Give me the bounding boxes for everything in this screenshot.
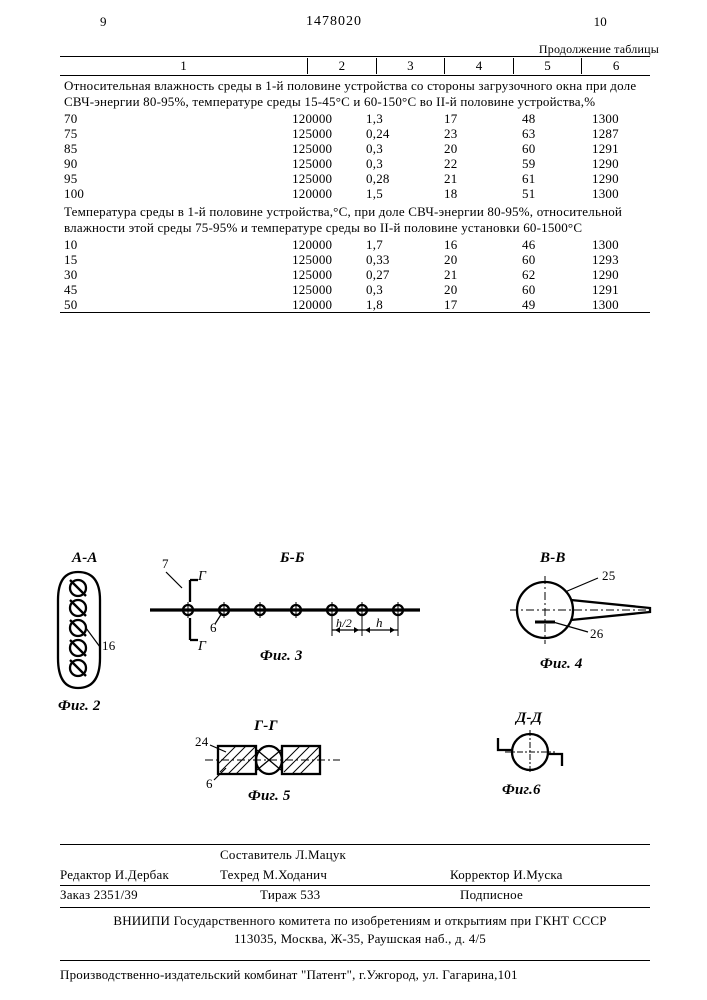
table-row: 751250000,2423631287: [60, 127, 650, 142]
block2-text: Температура среды в 1-й половине устройс…: [60, 202, 650, 238]
address-line1: ВНИИПИ Государственного комитета по изоб…: [60, 912, 660, 930]
signed: Подписное: [460, 887, 523, 903]
label-25: 25: [602, 568, 615, 583]
table-row: 951250000,2821611290: [60, 172, 650, 187]
page-number-left: 9: [100, 14, 107, 30]
corrector-name: И.Муска: [513, 867, 562, 882]
table-row: 301250000,2721621290: [60, 267, 650, 282]
figures: А-А 16 Фиг. 2 Б-Б 7 Г Г 6 h/2 h Фиг. 3 В…: [50, 550, 660, 820]
label-h: h: [376, 615, 383, 630]
table-continuation: Продолжение таблицы: [539, 42, 659, 57]
tirazh-label: Тираж: [260, 887, 297, 902]
figures-svg: А-А 16 Фиг. 2 Б-Б 7 Г Г 6 h/2 h Фиг. 3 В…: [50, 550, 660, 830]
label-h2: h/2: [336, 616, 352, 630]
table-row: 901250000,322591290: [60, 157, 650, 172]
corrector-label: Корректор: [450, 867, 510, 882]
editor-name: И.Дербак: [115, 867, 169, 882]
section-g-top: Г: [197, 569, 207, 584]
fig3-label: Фиг. 3: [260, 648, 303, 664]
section-bb: Б-Б: [279, 550, 305, 566]
col-2: 2: [308, 58, 377, 74]
col-1: 1: [60, 58, 308, 74]
table-body: Относительная влажность среды в 1-й поло…: [60, 76, 650, 312]
section-aa: А-А: [71, 550, 98, 566]
label-24: 24: [195, 734, 209, 749]
table-row: 1001200001,518511300: [60, 187, 650, 202]
section-dd: Д-Д: [514, 710, 543, 726]
page-number-right: 10: [594, 14, 607, 30]
fig2-label: Фиг. 2: [58, 698, 101, 714]
section-vv: В-В: [539, 550, 566, 566]
compiler-name: Л.Мацук: [296, 847, 347, 862]
table-row: 701200001,317481300: [60, 112, 650, 127]
table-row: 451250000,320601291: [60, 282, 650, 297]
tirazh-value: 533: [300, 887, 320, 902]
table-row: 851250000,320601291: [60, 142, 650, 157]
col-3: 3: [377, 58, 446, 74]
compiler-label: Составитель: [220, 847, 292, 862]
fig5-label: Фиг. 5: [248, 788, 291, 804]
fig6-label: Фиг.6: [502, 782, 541, 798]
address-block: ВНИИПИ Государственного комитета по изоб…: [60, 912, 660, 947]
producer-line: Производственно-издательский комбинат "П…: [60, 960, 650, 983]
col-5: 5: [514, 58, 583, 74]
data-table: 1 2 3 4 5 6 Относительная влажность сред…: [60, 56, 650, 313]
label-26: 26: [590, 626, 604, 641]
techred-label: Техред: [220, 867, 259, 882]
table-row: 101200001,716461300: [60, 237, 650, 252]
table-row: 151250000,3320601293: [60, 252, 650, 267]
editor-label: Редактор: [60, 867, 111, 882]
order-line: Заказ 2351/39 Тираж 533 Подписное: [60, 886, 650, 908]
credits-block: Составитель Л.Мацук Редактор И.Дербак Те…: [60, 844, 650, 886]
table-row: 501200001,817491300: [60, 297, 650, 312]
label-6b: 6: [206, 776, 213, 791]
fig4-label: Фиг. 4: [540, 656, 583, 672]
zakaz-value: 2351/39: [94, 887, 138, 902]
zakaz-label: Заказ: [60, 887, 90, 902]
section-g-bot: Г: [197, 639, 207, 654]
section-gg: Г-Г: [253, 718, 278, 734]
label-16: 16: [102, 638, 116, 653]
techred-name: М.Ходанич: [263, 867, 327, 882]
address-line2: 113035, Москва, Ж-35, Раушская наб., д. …: [60, 930, 660, 948]
col-4: 4: [445, 58, 514, 74]
block1-text: Относительная влажность среды в 1-й поло…: [60, 76, 650, 112]
label-7: 7: [162, 556, 169, 571]
patent-number: 1478020: [306, 14, 362, 30]
col-6: 6: [582, 58, 650, 74]
table-header-row: 1 2 3 4 5 6: [60, 57, 650, 76]
